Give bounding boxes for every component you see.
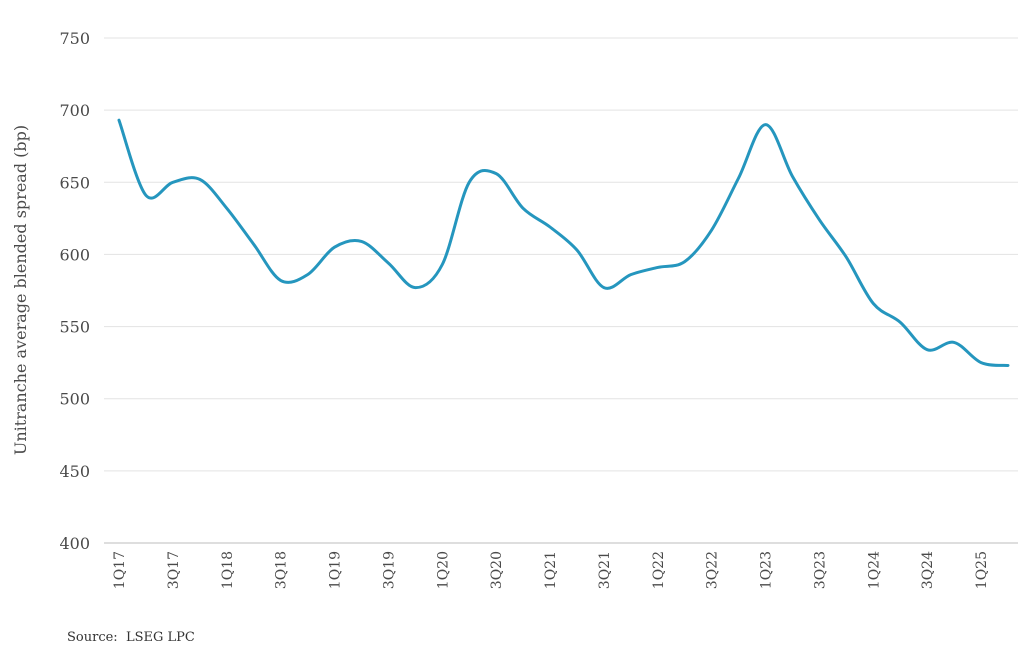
y-tick-label: 450 [59, 462, 90, 481]
gridlines [104, 37, 1018, 544]
x-tick-label: 1Q19 [328, 551, 344, 589]
x-axis-ticks: 1Q17 3Q17 1Q18 3Q18 1Q19 3Q19 1Q20 3Q20 1Q21 3Q21… [112, 551, 990, 589]
y-tick-label: 650 [59, 173, 90, 192]
series-line [117, 118, 1010, 367]
y-axis-label: Unitranche average blended spread (bp) [11, 125, 30, 455]
y-tick-label: 400 [59, 534, 90, 553]
x-tick-label: 3Q20 [489, 551, 505, 589]
x-tick-label: 1Q17 [112, 551, 128, 589]
x-tick-label: 3Q18 [274, 551, 290, 589]
y-tick-label: 700 [59, 101, 90, 120]
x-tick-label: 1Q25 [974, 551, 990, 589]
source-note: Source: LSEG LPC [67, 630, 195, 645]
x-tick-label: 3Q17 [166, 551, 182, 589]
data-points [118, 120, 1009, 366]
y-tick-label: 550 [59, 318, 90, 337]
x-tick-label: 1Q21 [543, 551, 559, 589]
x-tick-label: 3Q24 [920, 551, 936, 589]
x-tick-label: 3Q21 [597, 551, 613, 589]
y-tick-label: 500 [59, 390, 90, 409]
x-tick-label: 1Q23 [759, 551, 775, 589]
x-tick-label: 1Q20 [435, 551, 451, 589]
x-tick-label: 3Q19 [381, 551, 397, 589]
x-tick-label: 3Q22 [705, 551, 721, 589]
x-tick-label: 3Q23 [812, 551, 828, 589]
x-tick-label: 1Q22 [651, 551, 667, 589]
y-axis-ticks: 400 450 500 550 600 650 700 750 [59, 29, 90, 553]
y-tick-label: 750 [59, 29, 90, 48]
x-tick-label: 1Q24 [866, 551, 882, 589]
y-tick-label: 600 [59, 245, 90, 264]
x-tick-label: 1Q18 [220, 551, 236, 589]
